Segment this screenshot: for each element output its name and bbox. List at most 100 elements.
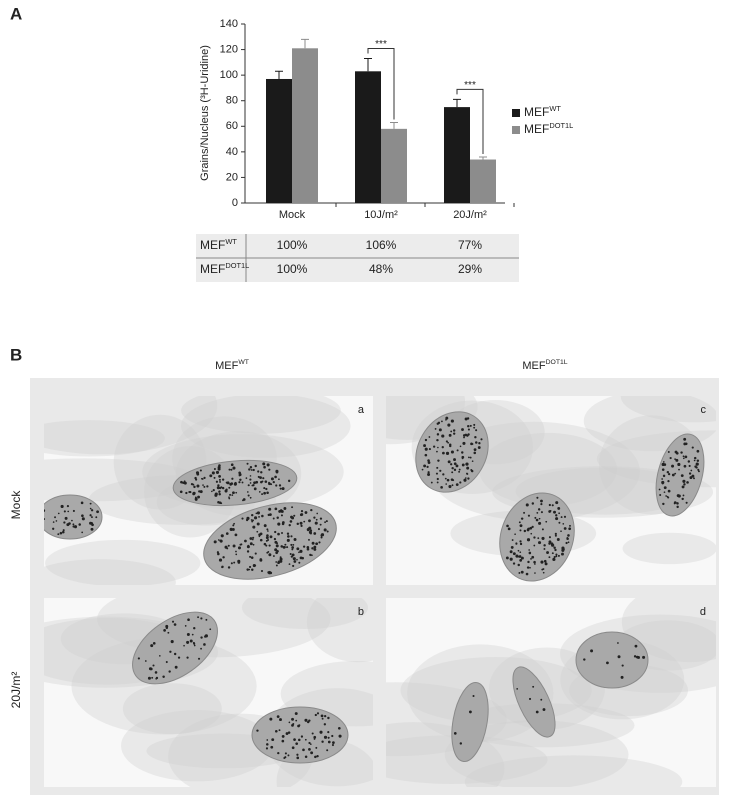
grain (681, 485, 685, 489)
grain (206, 485, 209, 488)
grain (472, 694, 475, 698)
grain (473, 448, 477, 452)
grain (455, 483, 459, 486)
grain (245, 518, 249, 522)
grain (537, 537, 540, 540)
grain (90, 521, 94, 525)
bar (444, 107, 470, 203)
grain (337, 726, 341, 730)
grain (661, 478, 663, 480)
grain (217, 465, 221, 470)
table-row-label-main: MEF (200, 262, 225, 276)
grain (683, 483, 686, 486)
grain (183, 644, 185, 647)
grain (246, 568, 249, 571)
grain (267, 530, 269, 532)
grain (684, 455, 688, 459)
legend-label-sup: WT (549, 104, 561, 113)
panel-letter: c (701, 404, 707, 416)
grain (246, 550, 250, 553)
grain (288, 563, 291, 566)
grain (678, 468, 680, 471)
grain (445, 440, 449, 443)
grain (473, 426, 476, 429)
grain (475, 441, 478, 444)
grain (255, 480, 259, 484)
cytoplasm (44, 420, 165, 457)
grain (286, 538, 290, 542)
grain (439, 469, 442, 472)
row-label: 20J/m² (9, 672, 23, 709)
grain (230, 562, 233, 565)
grain (320, 536, 323, 539)
grain (552, 557, 556, 562)
grain (473, 451, 477, 455)
cytoplasm (44, 458, 201, 502)
grain (323, 723, 327, 726)
grain (186, 632, 190, 637)
nucleus (203, 502, 337, 580)
grain (515, 542, 518, 545)
grain (281, 739, 285, 743)
grain (225, 488, 228, 491)
grain (540, 560, 544, 564)
grain (534, 572, 536, 574)
grain (252, 536, 255, 539)
grain (200, 647, 202, 650)
grain (252, 525, 256, 529)
grain (450, 419, 454, 423)
grain (430, 481, 433, 484)
grain (256, 511, 261, 515)
grain (427, 471, 430, 474)
grain (682, 494, 685, 497)
grain (235, 550, 237, 553)
grain (266, 463, 270, 467)
grain (554, 534, 557, 537)
grain (466, 466, 470, 470)
grain (151, 676, 154, 679)
grain (298, 551, 300, 554)
grain (438, 428, 442, 432)
grain (251, 568, 254, 571)
grain (261, 493, 264, 496)
grain (199, 490, 203, 494)
grain (248, 565, 252, 569)
grain (535, 518, 539, 522)
grain (459, 742, 463, 745)
grain (57, 533, 60, 536)
grain (258, 491, 261, 493)
grain (214, 492, 218, 496)
grain (259, 532, 263, 536)
grain (516, 688, 519, 690)
grain (186, 640, 190, 644)
grain (263, 465, 266, 469)
micrograph-bg (386, 598, 716, 787)
grain (663, 491, 666, 493)
legend-label: MEFDOT1L (524, 121, 573, 136)
grain (211, 490, 213, 493)
grain (520, 517, 524, 520)
grain (185, 491, 188, 495)
grain (453, 462, 457, 466)
grain (169, 650, 172, 653)
grain (560, 530, 562, 533)
y-tick-label: 100 (220, 69, 238, 81)
x-tick-label: 20J/m² (453, 209, 487, 221)
grain (561, 548, 565, 552)
grain (424, 438, 428, 442)
grain (658, 488, 661, 491)
grain (682, 479, 686, 483)
grain (561, 546, 565, 550)
table-cell: 29% (458, 262, 482, 276)
grain (233, 561, 236, 564)
grain (170, 640, 174, 644)
grain (259, 538, 263, 542)
significance-label: *** (375, 39, 387, 50)
grain (197, 616, 199, 619)
grain (228, 496, 230, 499)
x-tick-label: 10J/m² (364, 209, 398, 221)
grain (90, 509, 94, 512)
grain (661, 462, 665, 467)
grain (272, 555, 275, 557)
grain (466, 472, 468, 475)
